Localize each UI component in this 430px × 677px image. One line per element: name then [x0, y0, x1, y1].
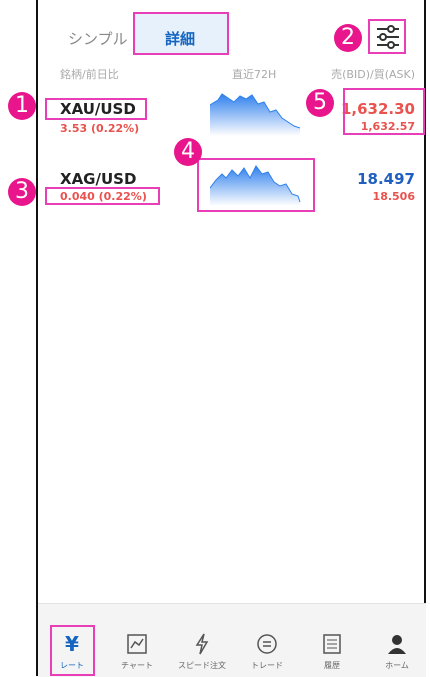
- tab[interactable]: 詳細: [165, 30, 196, 48]
- callout: 1: [8, 92, 36, 120]
- highlight: [50, 625, 95, 676]
- nav-label[interactable]: レート: [60, 661, 84, 670]
- nav-label[interactable]: トレード: [251, 661, 283, 670]
- nav-label[interactable]: ホーム: [385, 661, 409, 670]
- callout: 5: [306, 89, 334, 117]
- sparkline: [210, 93, 301, 136]
- highlight: [133, 12, 229, 55]
- nav-icon[interactable]: [125, 632, 149, 656]
- highlight: [45, 187, 160, 205]
- nav-icon[interactable]: [190, 632, 214, 656]
- highlight: [343, 88, 425, 135]
- svg-text:¥: ¥: [65, 632, 79, 656]
- sparkline: [210, 165, 301, 206]
- nav-label[interactable]: チャート: [121, 661, 153, 670]
- column-header: 銘柄/前日比: [60, 68, 119, 81]
- active-tab-bg: [133, 12, 229, 55]
- phone-frame: [36, 0, 426, 676]
- callout: 2: [334, 24, 362, 52]
- bid[interactable]: 1,632.30: [340, 100, 415, 118]
- symbol[interactable]: XAU/USD: [60, 100, 136, 118]
- change: 3.53 (0.22%): [60, 122, 140, 135]
- highlight: [368, 19, 406, 54]
- tab[interactable]: シンプル: [68, 30, 128, 48]
- settings-icon[interactable]: [374, 24, 402, 50]
- column-header: 売(BID)/買(ASK): [331, 68, 415, 81]
- column-header: 直近72H: [232, 68, 277, 81]
- callout: 4: [174, 138, 202, 166]
- nav-icon[interactable]: ¥: [60, 632, 84, 656]
- bid[interactable]: 18.497: [357, 170, 415, 188]
- nav-icon[interactable]: [255, 632, 279, 656]
- ask[interactable]: 18.506: [372, 190, 415, 203]
- tab-bar: [38, 603, 426, 677]
- symbol[interactable]: XAG/USD: [60, 170, 137, 188]
- highlight: [45, 98, 147, 120]
- nav-icon[interactable]: [385, 632, 409, 656]
- nav-label[interactable]: スピード注文: [178, 661, 226, 670]
- ask[interactable]: 1,632.57: [360, 120, 415, 133]
- callout: 3: [8, 178, 36, 206]
- change: 0.040 (0.22%): [60, 190, 147, 203]
- nav-icon[interactable]: [320, 632, 344, 656]
- nav-label[interactable]: 履歴: [324, 661, 340, 670]
- highlight: [197, 158, 315, 212]
